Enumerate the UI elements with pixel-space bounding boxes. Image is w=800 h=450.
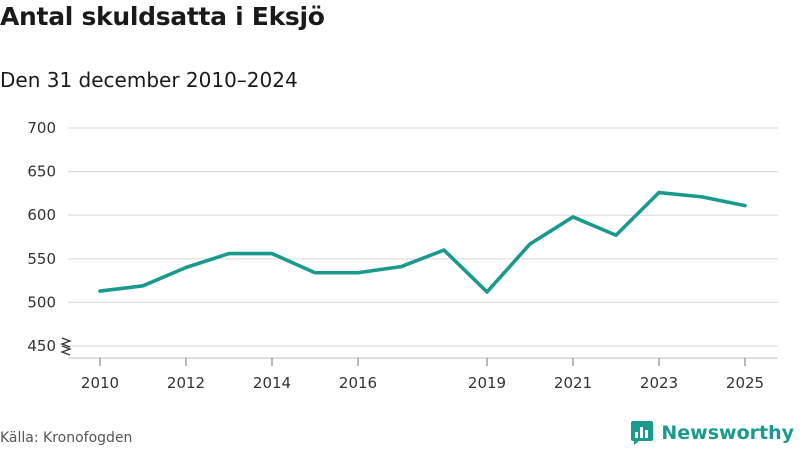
x-tick-label: 2025 (726, 374, 764, 392)
y-tick-label: 500 (27, 293, 56, 311)
axis-break-icon (60, 337, 72, 356)
y-tick-label: 700 (27, 119, 56, 137)
x-tick-label: 2012 (167, 374, 205, 392)
y-axis-ticks: 700 650 600 550 500 450 (27, 119, 56, 355)
brand-name: Newsworthy (661, 422, 794, 444)
x-tick-label: 2010 (81, 374, 119, 392)
brand-logo: Newsworthy (629, 420, 794, 446)
axis-break-zigzag (60, 337, 72, 348)
y-tick-label: 450 (27, 337, 56, 355)
chart-title: Antal skuldsatta i Eksjö (0, 2, 325, 31)
series-group (98, 190, 747, 294)
y-tick-label: 650 (27, 163, 56, 181)
x-tick-label: 2016 (339, 374, 377, 392)
series-line-0 (98, 190, 747, 294)
bar-chart-logo-icon (631, 421, 654, 445)
source-label: Källa: Kronofogden (0, 430, 133, 446)
x-tick-label: 2014 (253, 374, 291, 392)
x-tick-label: 2019 (468, 374, 506, 392)
x-tick-label: 2021 (554, 374, 592, 392)
x-axis-ticks: 2010 2012 2014 2016 2019 2021 2023 2025 (81, 358, 764, 392)
axis-break-zigzag (60, 345, 72, 356)
y-tick-label: 600 (27, 206, 56, 224)
x-tick-label: 2023 (640, 374, 678, 392)
grid-lines (68, 127, 778, 359)
chart-subtitle: Den 31 december 2010–2024 (0, 68, 298, 92)
y-tick-label: 550 (27, 250, 56, 268)
